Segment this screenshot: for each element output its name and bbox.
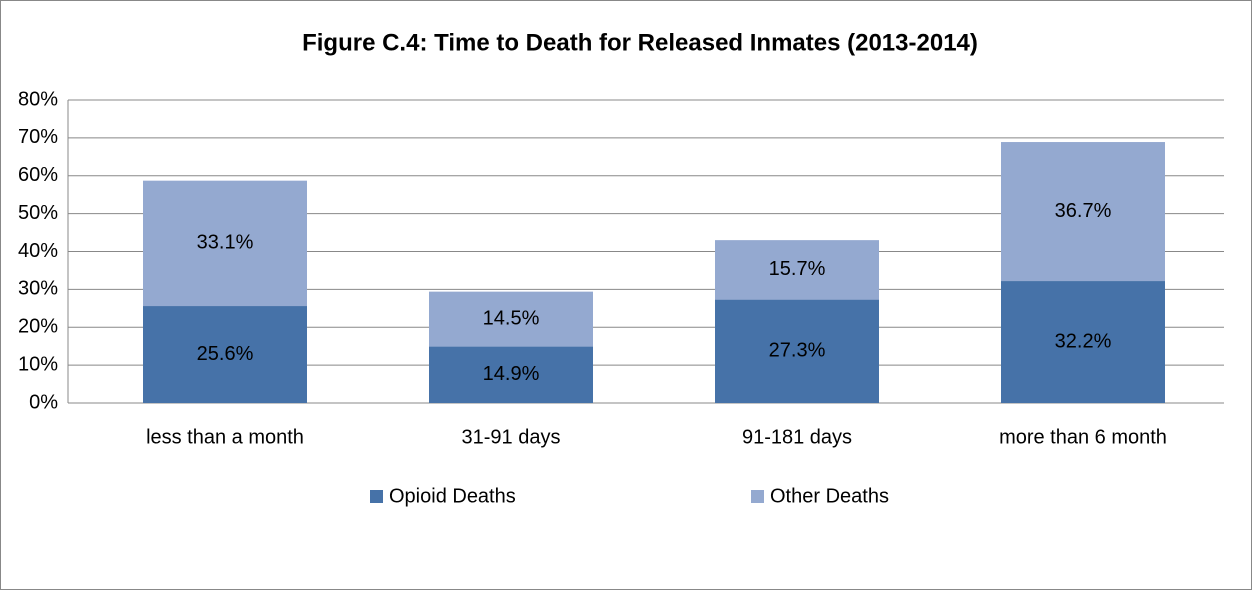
y-tick-label: 40% xyxy=(18,240,58,262)
data-label: 25.6% xyxy=(197,343,254,365)
y-tick-label: 10% xyxy=(18,353,58,375)
legend-swatch xyxy=(751,490,764,503)
data-label: 14.9% xyxy=(483,363,540,385)
bar-segment xyxy=(715,240,879,300)
y-tick-label: 30% xyxy=(18,278,58,300)
data-label: 36.7% xyxy=(1055,200,1112,222)
data-label: 32.2% xyxy=(1055,330,1112,352)
y-tick-label: 70% xyxy=(18,126,58,148)
chart-title: Figure C.4: Time to Death for Released I… xyxy=(302,29,978,56)
x-tick-label: more than 6 month xyxy=(999,426,1167,448)
legend-label: Other Deaths xyxy=(770,485,889,507)
bar-segment xyxy=(1001,281,1165,403)
bar-segment xyxy=(715,299,879,403)
bar-segment xyxy=(429,346,593,403)
bar-segment xyxy=(143,180,307,307)
bar-segment xyxy=(429,291,593,347)
data-label: 15.7% xyxy=(769,258,826,280)
bar-segment xyxy=(1001,142,1165,282)
y-tick-label: 60% xyxy=(18,164,58,186)
data-label: 14.5% xyxy=(483,307,540,329)
y-tick-label: 50% xyxy=(18,202,58,224)
data-label: 27.3% xyxy=(769,340,826,362)
y-tick-label: 20% xyxy=(18,316,58,338)
legend-swatch xyxy=(370,490,383,503)
bar-segment xyxy=(143,306,307,403)
x-tick-label: 31-91 days xyxy=(462,426,561,448)
legend-label: Opioid Deaths xyxy=(389,485,516,507)
data-label: 33.1% xyxy=(197,232,254,254)
y-tick-label: 0% xyxy=(29,391,58,413)
y-tick-label: 80% xyxy=(18,88,58,110)
x-tick-label: 91-181 days xyxy=(742,426,852,448)
x-tick-label: less than a month xyxy=(146,426,304,448)
